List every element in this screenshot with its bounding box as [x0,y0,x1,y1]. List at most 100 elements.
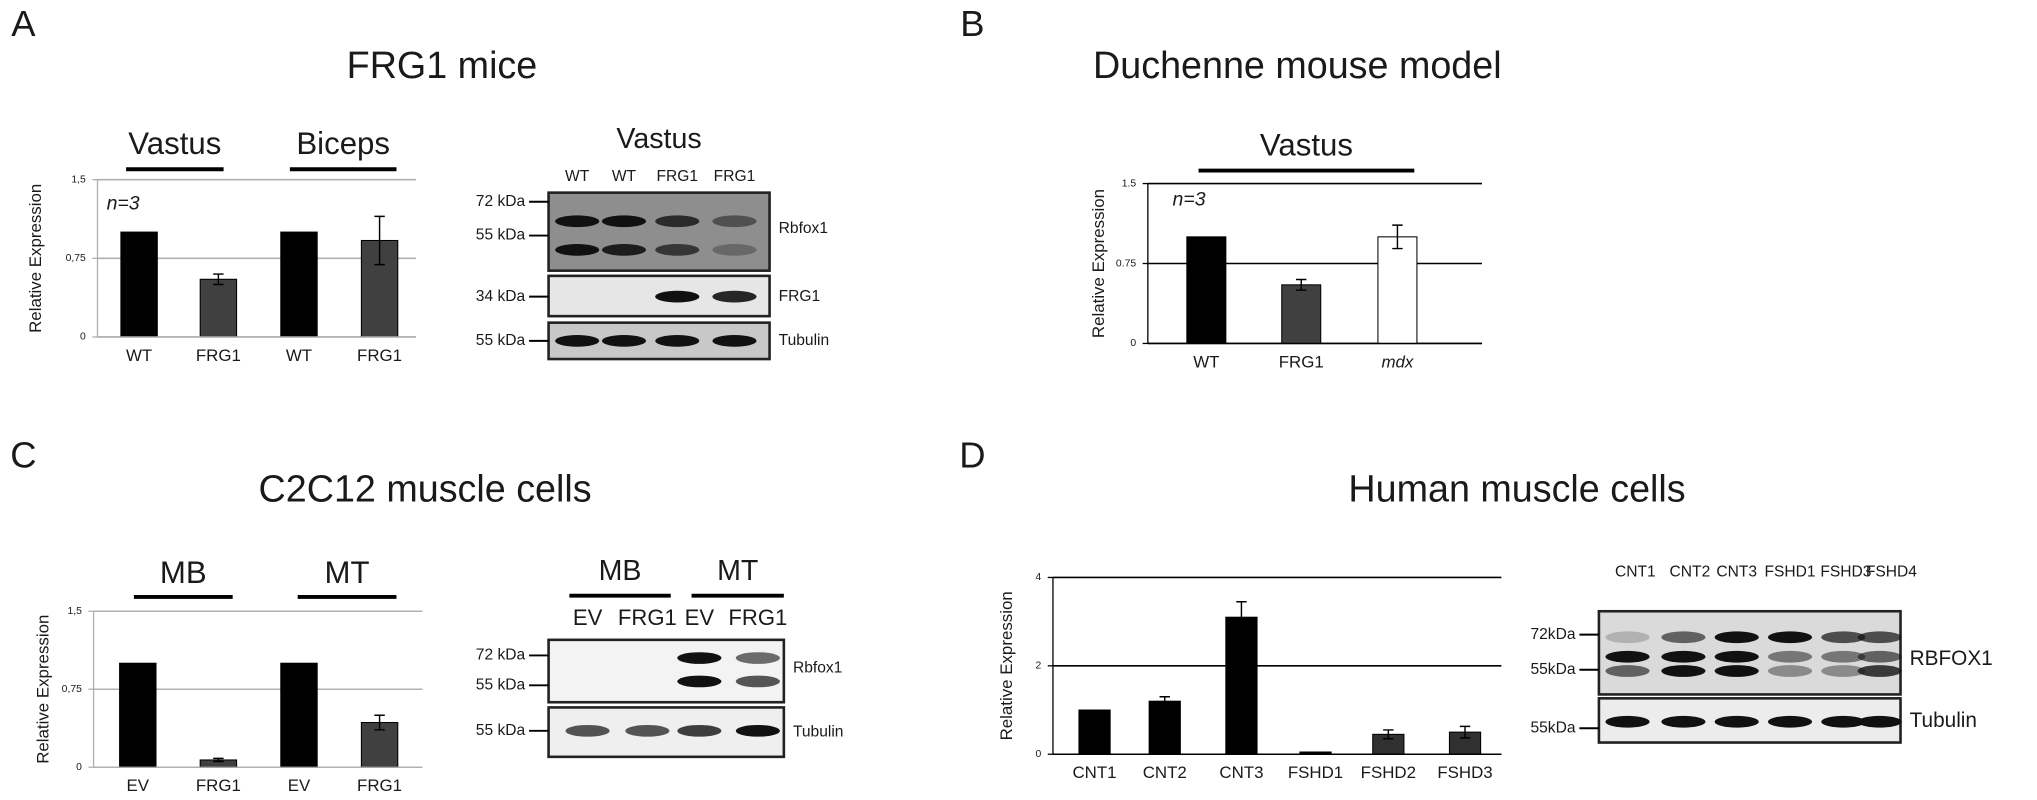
bar [1225,616,1258,755]
band [555,215,600,228]
x-tick-label: EV [288,776,311,795]
band [1605,715,1650,728]
error-bar [374,714,385,731]
x-tick-label: FSHD3 [1437,763,1492,782]
y-tick-label: 0 [1130,338,1136,349]
lane-label: FSHD3 [1820,563,1871,580]
band [1714,631,1759,644]
y-axis-label: Relative Expression [997,591,1016,740]
band [601,215,647,228]
band [601,244,647,256]
protein-label: RBFOX1 [1910,647,1993,670]
bar [1148,700,1181,755]
bar [360,721,399,768]
band [1714,715,1759,728]
error-bar [374,215,385,266]
y-tick-label: 0,75 [66,253,86,264]
band [712,215,757,228]
y-axis-label: Relative Expression [34,615,53,764]
lane-label: EV [573,605,603,630]
band [625,724,670,737]
error-bar [213,273,224,286]
band [655,244,700,256]
bar [119,662,157,768]
group-label: Vastus [128,126,221,161]
band [1857,650,1902,663]
y-tick-label: 1,5 [67,606,82,617]
size-marker: 55 kDa [476,332,526,349]
lane-label: EV [685,605,715,630]
band [555,244,600,256]
lane-label: CNT3 [1716,563,1757,580]
band [677,724,722,737]
x-tick-label: FRG1 [196,776,241,795]
panel-letter: A [11,3,36,44]
x-tick-label: FRG1 [357,776,402,795]
protein-label: Rbfox1 [779,220,828,237]
size-marker: 55 kDa [476,227,526,244]
band [712,290,757,303]
band [1714,665,1759,677]
panel-title: Human muscle cells [1348,468,1685,510]
y-tick-label: 1.5 [1122,178,1137,189]
band [677,675,722,688]
blot-panel [547,191,771,272]
error-bar [1236,601,1247,634]
y-tick-label: 1,5 [71,174,86,185]
bar [1186,236,1227,344]
band [1767,650,1813,663]
lane-label: WT [612,168,637,185]
bar [1377,236,1418,344]
band [655,290,700,303]
lane-label: CNT1 [1615,563,1656,580]
panel-title: FRG1 mice [347,44,538,86]
band [1661,665,1706,677]
band [677,652,722,664]
blot-group: MB [599,555,642,587]
band [1857,715,1902,728]
y-tick-label: 0.75 [1116,258,1136,269]
protein-label: FRG1 [779,288,821,305]
y-tick-label: 0,75 [62,684,82,695]
x-tick-label: FRG1 [196,346,241,365]
annotation: n=3 [107,193,140,215]
band [1661,631,1706,644]
band [655,215,700,228]
band [1857,665,1902,677]
blot-panel [547,638,786,704]
bar [1281,284,1322,344]
size-marker: 55 kDa [476,676,526,693]
protein-label: Tubulin [779,332,830,349]
bar [280,231,318,338]
lane-label: FRG1 [618,605,677,630]
band [601,335,647,347]
blot-header: Vastus [616,123,701,155]
bar [120,231,158,338]
y-axis-label: Relative Expression [1089,189,1108,338]
size-marker: 55kDa [1530,661,1575,678]
x-tick-label: CNT3 [1219,763,1263,782]
lane-label: CNT2 [1670,563,1711,580]
error-bar [1459,725,1471,739]
band [655,335,700,347]
y-tick-label: 0 [76,762,82,773]
panel-letter: B [960,3,984,44]
band [1767,665,1813,677]
size-marker: 55 kDa [476,722,526,739]
band [555,335,600,347]
protein-label: Tubulin [793,723,844,740]
lane-label: FRG1 [714,168,756,185]
size-marker: 72 kDa [476,647,526,664]
x-tick-label: WT [126,346,152,365]
bar [1078,709,1111,755]
lane-label: FRG1 [656,168,698,185]
error-bar [1159,696,1170,707]
bar [199,278,238,338]
error-bar [213,757,224,763]
band [1821,650,1866,663]
band [1605,665,1650,677]
y-axis-label: Relative Expression [26,184,45,333]
band [712,335,757,347]
